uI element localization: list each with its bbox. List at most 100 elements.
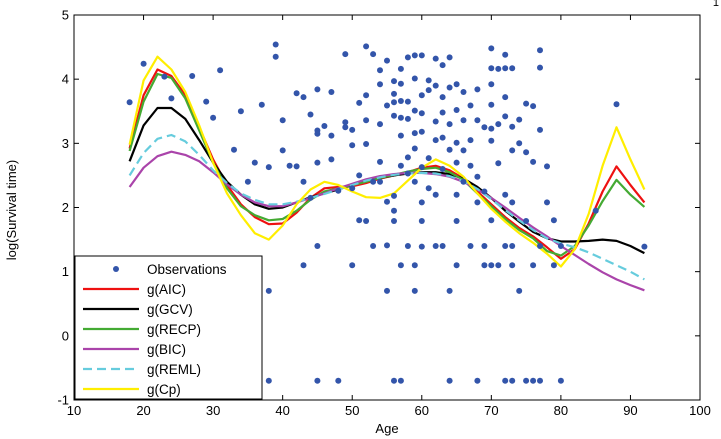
observation-point (397, 114, 404, 121)
observation-point (453, 81, 460, 88)
observation-point (502, 65, 509, 72)
observation-point (377, 67, 383, 74)
observation-point (397, 65, 404, 72)
observation-point (258, 101, 265, 108)
observation-point (453, 159, 460, 166)
x-tick-label: 40 (275, 403, 289, 418)
observation-point (432, 191, 439, 198)
observation-point (425, 155, 432, 162)
observation-point (300, 262, 307, 269)
observation-point (432, 243, 439, 249)
legend-label-greml: g(REML) (147, 362, 201, 377)
observation-point (432, 55, 439, 62)
observation-point (537, 377, 543, 384)
observation-point (397, 98, 404, 104)
observation-point (537, 126, 543, 133)
observation-point (231, 146, 237, 153)
observation-point (537, 243, 543, 249)
observation-point (418, 92, 425, 99)
observation-point (557, 243, 564, 249)
observation-point (411, 130, 418, 137)
observation-point (460, 147, 467, 154)
observation-point (391, 207, 397, 214)
observation-points (126, 41, 648, 384)
observation-point (530, 262, 537, 269)
observation-point (432, 137, 439, 144)
observation-point (363, 117, 370, 124)
observation-point (453, 262, 460, 269)
observation-point (363, 92, 370, 99)
legend-marker-observations (113, 266, 119, 272)
series-line-ggcv (128, 106, 645, 255)
observation-point (411, 107, 418, 114)
y-tick-label: -1 (57, 393, 69, 408)
observation-point (418, 243, 425, 250)
legend-label-grecp: g(RECP) (147, 322, 201, 337)
observation-point (335, 377, 342, 384)
observation-point (418, 164, 425, 171)
observation-point (335, 187, 342, 194)
observation-point (307, 194, 314, 201)
observation-point (328, 132, 335, 139)
observation-point (349, 126, 356, 133)
observation-point (467, 162, 474, 169)
legend-label-gbic: g(BIC) (147, 342, 186, 357)
observation-point (265, 377, 272, 384)
observation-point (391, 192, 397, 199)
observation-point (418, 199, 425, 206)
observation-point (460, 117, 467, 124)
observation-point (523, 218, 530, 224)
observation-point (509, 147, 516, 154)
observation-point (446, 84, 453, 91)
observation-point (481, 124, 488, 131)
observation-point (328, 156, 335, 163)
legend: Observations g(AIC) g(GCV) g(RECP) g(BIC) g(R… (74, 255, 263, 400)
observation-point (168, 95, 175, 102)
observation-point (391, 78, 397, 85)
observation-point (300, 178, 307, 185)
observation-point (286, 162, 293, 169)
observation-point (467, 243, 474, 249)
observation-point (446, 377, 453, 384)
observation-point (411, 287, 418, 294)
observation-point (488, 125, 495, 132)
x-axis-label: Age (375, 421, 398, 436)
observation-point (523, 100, 530, 107)
observation-point (502, 377, 509, 384)
observation-point (300, 94, 307, 101)
observation-point (474, 86, 481, 93)
observation-point (467, 137, 474, 144)
x-tick-label: 90 (623, 403, 637, 418)
observation-point (495, 160, 502, 167)
observation-point (439, 134, 446, 141)
observation-point (377, 158, 383, 165)
observation-point (370, 243, 377, 249)
y-tick-label: 1 (62, 264, 69, 279)
observation-point (530, 158, 537, 165)
observation-point (314, 243, 321, 249)
observation-point (502, 94, 509, 101)
observation-point (391, 90, 397, 97)
observation-point (418, 52, 425, 59)
observation-point (411, 145, 418, 152)
x-tick-label: 50 (345, 403, 359, 418)
observation-point (495, 121, 502, 128)
observation-point (384, 287, 390, 294)
observation-point (425, 77, 432, 84)
x-tick-label: 10 (67, 403, 81, 418)
observation-point (363, 43, 370, 50)
observation-point (523, 149, 530, 156)
observation-point (509, 243, 516, 249)
observation-point (488, 45, 495, 52)
x-tick-label: 70 (484, 403, 498, 418)
observation-point (411, 52, 418, 59)
observation-point (495, 65, 502, 72)
x-tick-label: 60 (415, 403, 429, 418)
y-tick-label: 4 (62, 72, 69, 87)
observation-point (439, 166, 446, 172)
observation-point (502, 113, 509, 120)
observation-point (446, 287, 453, 294)
observation-point (342, 119, 349, 126)
observation-point (481, 262, 488, 269)
